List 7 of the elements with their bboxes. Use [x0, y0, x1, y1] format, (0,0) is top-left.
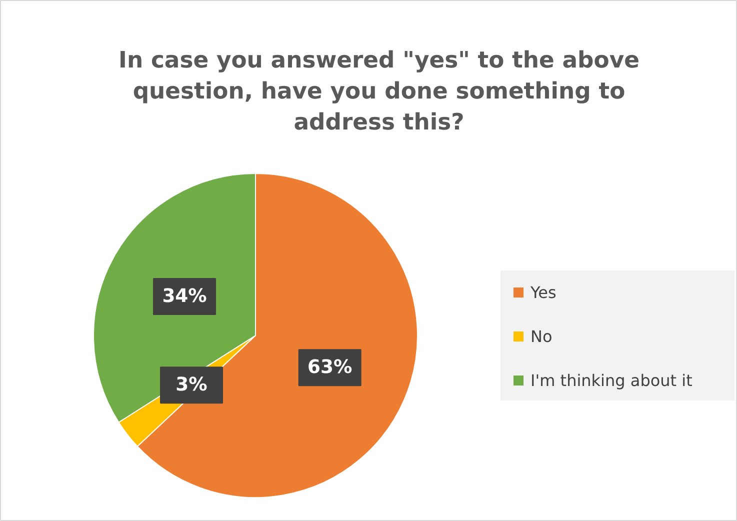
legend-label: Yes	[530, 283, 556, 302]
chart-title: In case you answered "yes" to the above question, have you done something to address this?	[118, 48, 640, 136]
legend-label: I'm thinking about it	[530, 371, 692, 390]
data-label: 63%	[308, 357, 352, 378]
data-label: 3%	[176, 374, 208, 396]
legend-label: No	[530, 327, 552, 346]
data-label: 34%	[162, 286, 208, 307]
